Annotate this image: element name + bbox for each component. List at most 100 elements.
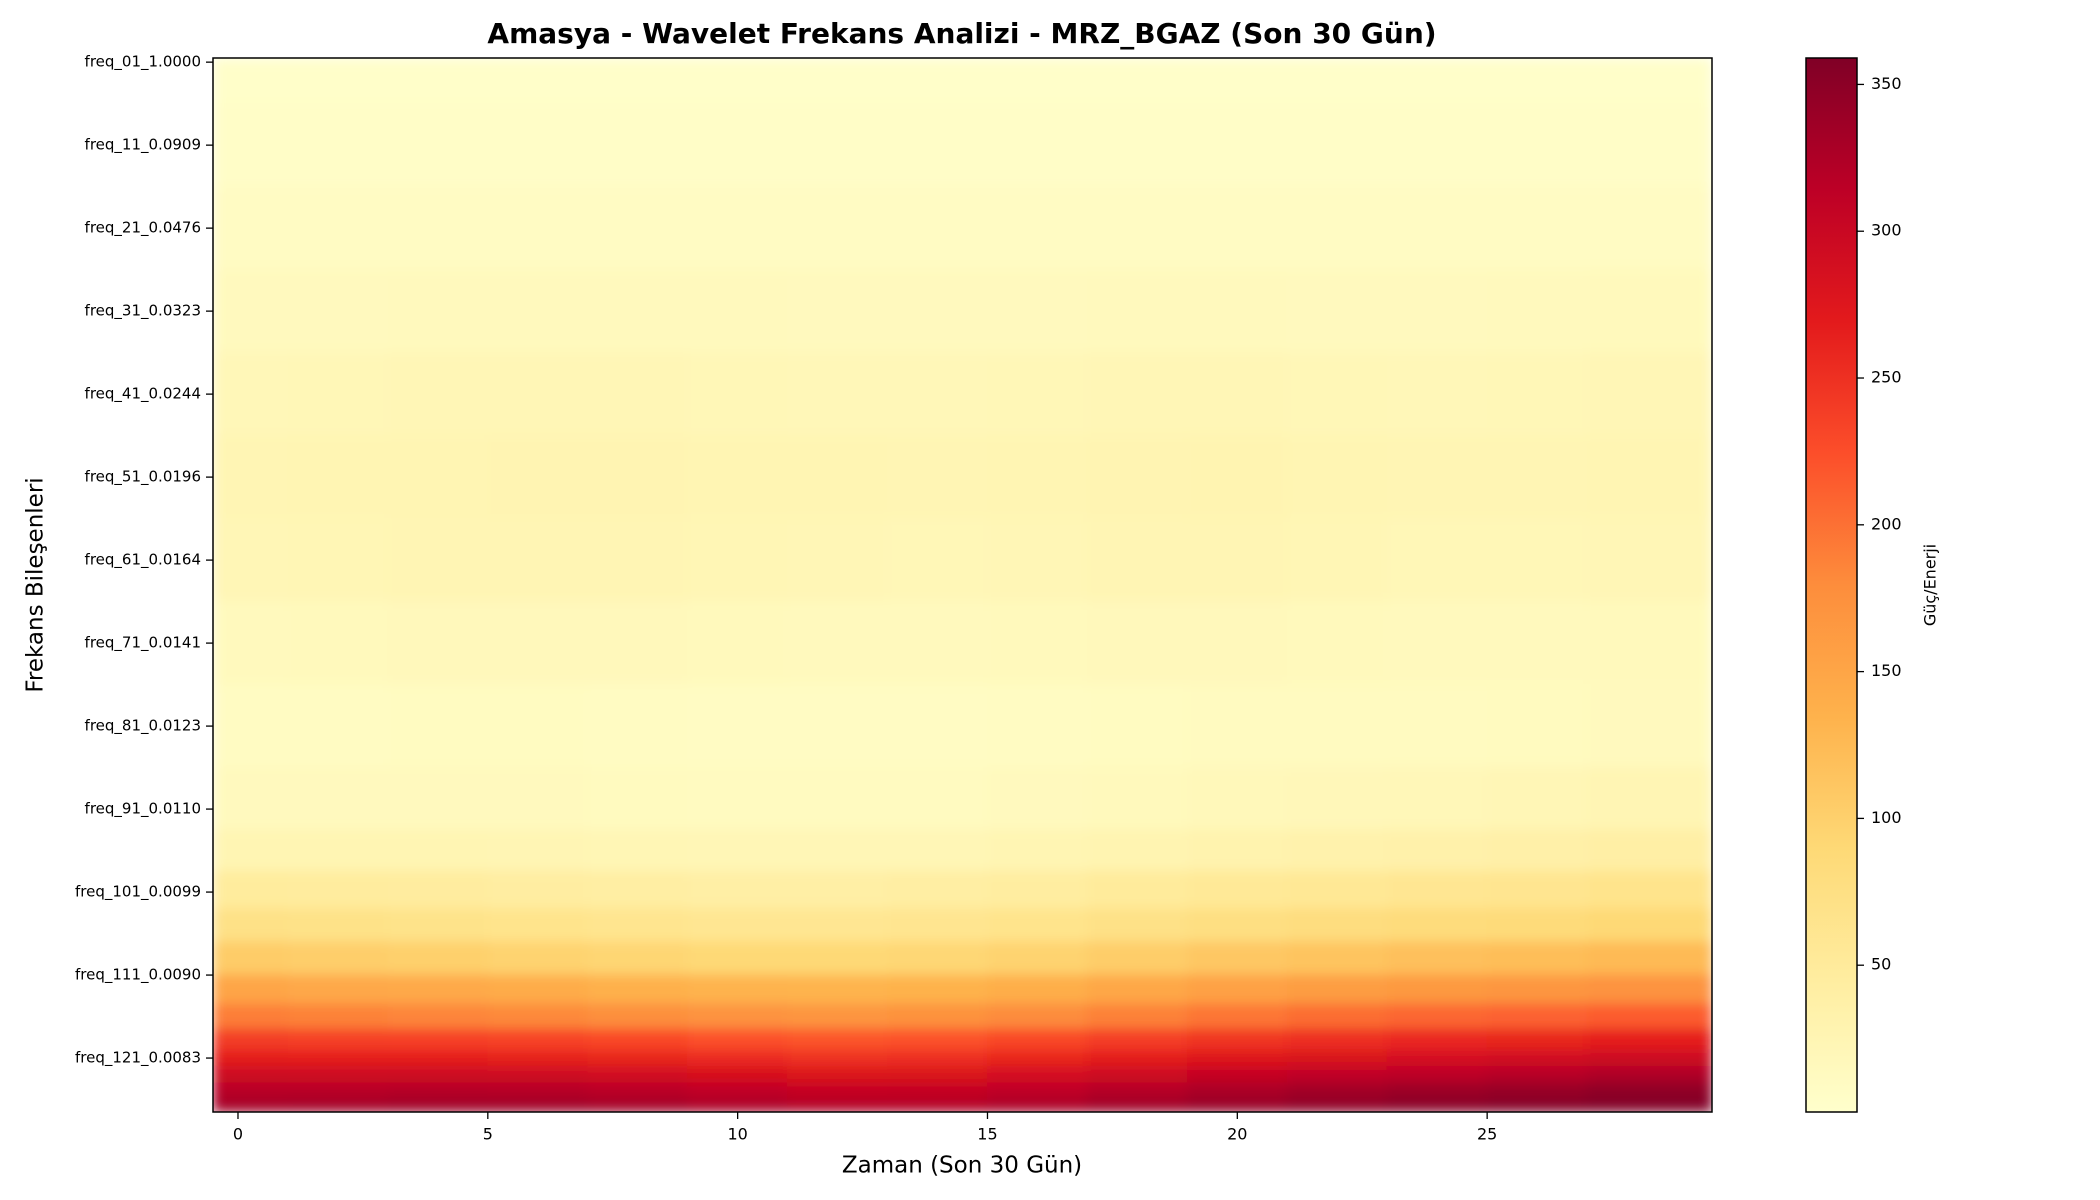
heatmap-cell — [1586, 1099, 1712, 1112]
heatmap-cell — [487, 941, 589, 976]
heatmap-cell — [1086, 103, 1188, 188]
heatmap-cell — [1086, 58, 1188, 105]
y-axis-label: Frekans Bileşenleri — [23, 477, 49, 692]
heatmap-cell — [1486, 870, 1588, 910]
heatmap-cell — [687, 1003, 789, 1030]
heatmap-cell — [1186, 58, 1288, 105]
heatmap-cell — [1386, 941, 1488, 976]
heatmap-cell — [1486, 1028, 1588, 1051]
heatmap-cell — [213, 103, 289, 188]
heatmap-cell — [587, 1065, 689, 1084]
colorbar-tick-label: 100 — [1871, 808, 1902, 827]
heatmap-cell — [1286, 1099, 1388, 1112]
heatmap-cell — [487, 829, 589, 872]
heatmap-cell — [687, 684, 789, 769]
heatmap-cell — [787, 1049, 889, 1067]
heatmap-cell — [887, 941, 988, 976]
heatmap-cell — [1286, 829, 1388, 872]
heatmap-cell — [986, 1082, 1088, 1101]
heatmap-cell — [787, 974, 889, 1005]
heatmap-cell — [1286, 767, 1388, 831]
plot-frame — [212, 57, 1713, 1113]
x-tick-label: 20 — [1227, 1125, 1247, 1144]
heatmap-cell — [287, 1082, 389, 1101]
y-tick-label: freq_101_0.0099 — [75, 883, 201, 902]
heatmap-cell — [1186, 829, 1288, 872]
heatmap-cell — [1486, 684, 1588, 769]
heatmap-cell — [986, 1065, 1088, 1084]
heatmap-cell — [1186, 767, 1288, 831]
heatmap-cell — [213, 269, 289, 354]
heatmap-cell — [213, 518, 289, 603]
heatmap-cell — [213, 767, 289, 831]
heatmap-cell — [787, 1003, 889, 1030]
heatmap-cell — [1186, 186, 1288, 271]
heatmap-cell — [287, 908, 389, 943]
y-tick-label: freq_31_0.0323 — [85, 302, 201, 321]
heatmap-cell — [687, 352, 789, 437]
heatmap-cell — [1286, 435, 1388, 520]
heatmap-cell — [887, 829, 988, 872]
heatmap-cell — [1486, 1049, 1588, 1067]
heatmap-cell — [787, 186, 889, 271]
heatmap-cell — [287, 269, 389, 354]
heatmap-cell — [1386, 518, 1488, 603]
heatmap-cell — [487, 1003, 589, 1030]
heatmap-cell — [687, 518, 789, 603]
heatmap-cell — [487, 684, 589, 769]
heatmap-cell — [387, 1065, 489, 1084]
y-tick-label: freq_91_0.0110 — [85, 800, 201, 819]
heatmap-cell — [1586, 1028, 1712, 1051]
x-tick-label: 0 — [233, 1125, 243, 1144]
heatmap-cell — [1586, 829, 1712, 872]
x-tick-label: 5 — [483, 1125, 493, 1144]
y-tick-label: freq_01_1.0000 — [85, 53, 201, 72]
heatmap-cell — [787, 352, 889, 437]
heatmap-cell — [1086, 435, 1188, 520]
heatmap-cell — [687, 908, 789, 943]
heatmap-cell — [487, 870, 589, 910]
x-tick-label: 15 — [977, 1125, 997, 1144]
heatmap-cell — [587, 1049, 689, 1067]
heatmap-cell — [387, 767, 489, 831]
heatmap-cell — [787, 435, 889, 520]
x-axis-label: Zaman (Son 30 Gün) — [842, 1153, 1082, 1179]
heatmap-cell — [1286, 1049, 1388, 1067]
heatmap-cell — [487, 1028, 589, 1051]
heatmap-cell — [1386, 1028, 1488, 1051]
heatmap-cell — [1586, 1082, 1712, 1101]
heatmap-cell — [387, 1003, 489, 1030]
heatmap-cell — [986, 1028, 1088, 1051]
heatmap-cell — [1486, 974, 1588, 1005]
heatmap-cell — [887, 58, 988, 105]
heatmap-cell — [986, 908, 1088, 943]
heatmap-cell — [1586, 908, 1712, 943]
heatmap-cell — [1086, 767, 1188, 831]
heatmap-cell — [587, 1099, 689, 1112]
heatmap — [213, 58, 1712, 1112]
heatmap-cell — [1486, 829, 1588, 872]
y-tick-label: freq_111_0.0090 — [75, 966, 201, 985]
heatmap-cell — [587, 829, 689, 872]
heatmap-cell — [1086, 908, 1188, 943]
heatmap-cell — [387, 974, 489, 1005]
heatmap-cell — [387, 1028, 489, 1051]
heatmap-cell — [787, 103, 889, 188]
heatmap-cell — [1486, 435, 1588, 520]
heatmap-cell — [1386, 103, 1488, 188]
heatmap-cell — [387, 518, 489, 603]
heatmap-cell — [1586, 684, 1712, 769]
heatmap-cell — [1086, 870, 1188, 910]
heatmap-cell — [1086, 1049, 1188, 1067]
colorbar-tick-label: 150 — [1871, 661, 1902, 680]
heatmap-cell — [587, 1003, 689, 1030]
heatmap-cell — [1386, 1003, 1488, 1030]
heatmap-cell — [1486, 58, 1588, 105]
heatmap-cell — [787, 684, 889, 769]
heatmap-cell — [1186, 601, 1288, 686]
heatmap-cell — [1286, 974, 1388, 1005]
heatmap-cell — [1286, 269, 1388, 354]
heatmap-cell — [1586, 1003, 1712, 1030]
heatmap-cell — [387, 684, 489, 769]
heatmap-cell — [687, 870, 789, 910]
